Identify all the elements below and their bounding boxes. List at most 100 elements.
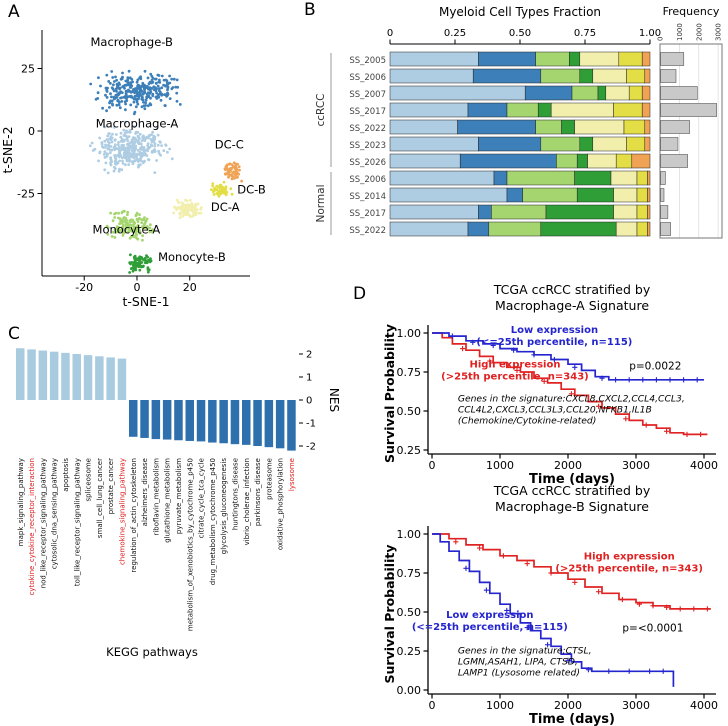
tsne-point	[175, 91, 179, 95]
tsne-point	[130, 139, 134, 143]
rect	[275, 400, 285, 449]
tsne-point	[117, 100, 121, 103]
tsne-point	[122, 95, 126, 99]
x-tick-label: 0	[429, 459, 436, 472]
tsne-point	[134, 105, 138, 109]
tsne-point	[107, 146, 110, 150]
fraction-bar-row	[389, 68, 651, 84]
rect	[660, 205, 669, 219]
sample-label: SS_2007	[349, 90, 386, 100]
tsne-point	[130, 153, 134, 156]
tsne-point	[194, 202, 198, 206]
tsne-point	[135, 155, 139, 159]
panel-d-label: D	[353, 284, 367, 304]
tsne-point	[168, 74, 172, 78]
rect	[457, 119, 536, 135]
rect	[605, 85, 630, 101]
rect	[230, 400, 240, 445]
tsne-point	[105, 154, 109, 158]
kegg-pathway-label: proteasome	[265, 458, 273, 500]
tsne-point	[232, 161, 236, 165]
rect	[174, 400, 183, 441]
rect	[660, 86, 698, 100]
tsne-point	[101, 106, 104, 110]
rect	[647, 221, 651, 237]
rect	[472, 68, 542, 84]
tsne-point	[146, 76, 150, 80]
rect	[592, 136, 627, 152]
tsne-point	[197, 211, 201, 215]
tsne-point	[226, 170, 230, 174]
tsne-plot: -20 0 20 -25 0 25 t-SNE-1 t-SNE-2 Macrophage-B Ma…	[0, 30, 266, 309]
tsne-point	[106, 226, 110, 229]
tsne-point	[155, 87, 159, 91]
tsne-point	[189, 198, 192, 202]
rect	[644, 136, 651, 152]
tsne-point	[142, 148, 145, 151]
y-tick-label: 0.75	[397, 366, 422, 379]
tsne-point	[211, 182, 215, 186]
tsne-point	[130, 261, 133, 264]
tsne-point	[118, 106, 122, 110]
tsne-point	[130, 90, 134, 94]
tsne-point	[230, 192, 234, 196]
tsne-point	[114, 87, 118, 91]
tsne-point	[97, 76, 100, 80]
tsne-point	[219, 183, 223, 187]
tsne-point	[175, 99, 179, 103]
tsne-point	[135, 158, 139, 162]
rect	[571, 85, 599, 101]
signature-text: LGMN,ASAH1, LIPA, CTSD,	[458, 656, 578, 667]
tsne-point	[129, 235, 133, 238]
series-annotation: High expression	[584, 552, 675, 563]
rect	[467, 221, 490, 237]
tsne-point	[117, 169, 121, 173]
sample-label: SS_2026	[349, 158, 386, 168]
fractions-plot: Myeloid Cell Types Fraction 0 0.25 0.50 0.75…	[315, 5, 723, 239]
tsne-point	[135, 257, 139, 261]
tsne-point	[106, 140, 110, 144]
tsne-point	[134, 145, 138, 148]
x-axis-title: Time (days)	[529, 712, 615, 726]
tsne-point	[236, 162, 239, 166]
tsne-point	[124, 153, 127, 157]
rect	[641, 85, 651, 101]
tsne-point	[138, 268, 142, 272]
tsne-point	[111, 230, 115, 234]
nes-tick-label: -1	[306, 419, 316, 430]
x-tick-label: 0.50	[509, 28, 531, 39]
tsne-point	[150, 144, 154, 148]
tsne-point	[237, 165, 241, 169]
tsne-point	[122, 143, 125, 147]
tsne-point	[124, 89, 128, 93]
kegg-pathway-label: vibrio_cholerae_infection	[243, 458, 251, 545]
tsne-point	[96, 91, 100, 95]
tsne-point	[148, 133, 151, 137]
tsne-point	[143, 69, 147, 73]
tsne-point	[120, 147, 124, 151]
x-tick-label: 2000	[554, 699, 582, 712]
tsne-point	[151, 228, 155, 232]
tsne-point	[149, 103, 153, 107]
tsne-point	[126, 83, 130, 87]
sample-label: SS_2014	[349, 192, 386, 202]
rect	[569, 51, 581, 67]
tsne-point	[109, 211, 112, 215]
rect	[636, 204, 648, 220]
tsne-point	[140, 151, 144, 155]
tsne-point	[168, 147, 172, 151]
tsne-point	[150, 74, 154, 78]
tsne-point	[132, 225, 136, 229]
tsne-point	[126, 224, 130, 228]
tsne-point	[229, 169, 232, 173]
tsne-point	[126, 139, 130, 143]
tsne-point	[127, 151, 131, 155]
tsne-point	[107, 132, 111, 136]
tsne-point	[127, 69, 131, 73]
rect	[545, 204, 614, 220]
tsne-point	[109, 163, 113, 167]
tsne-point	[153, 142, 157, 146]
tsne-point	[119, 228, 123, 232]
panel-a-label: A	[8, 2, 20, 22]
tsne-point	[139, 154, 143, 158]
